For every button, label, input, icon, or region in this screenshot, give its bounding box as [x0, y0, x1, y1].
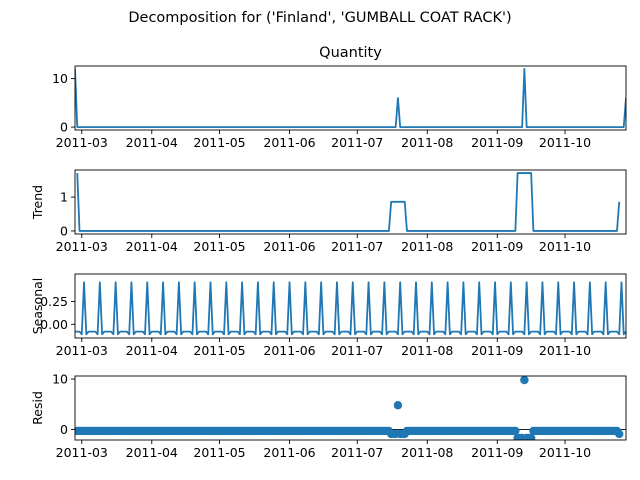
x-tick-label: 2011-07 — [331, 445, 383, 460]
panel-2: 2011-03 2011-04 2011-05 2011-06 2011-07 2011-… — [30, 169, 627, 254]
x-tick-label: 2011-03 — [56, 239, 108, 254]
x-tick-label: 2011-03 — [56, 343, 108, 358]
x-tick-label: 2011-10 — [539, 239, 591, 254]
panel-4: 2011-03 2011-04 2011-05 2011-06 2011-07 2011-… — [30, 372, 627, 460]
y-tick-label: 0 — [60, 120, 68, 135]
x-tick-label: 2011-08 — [401, 135, 453, 150]
x-tick-label: 2011-03 — [56, 445, 108, 460]
x-tick-label: 2011-04 — [126, 445, 178, 460]
y-axis-label: Trend — [30, 185, 45, 220]
x-tick-label: 2011-04 — [126, 343, 178, 358]
resid-point — [526, 433, 536, 440]
x-tick-label: 2011-10 — [539, 135, 591, 150]
panel-title: Quantity — [319, 45, 382, 61]
series-line — [75, 68, 626, 128]
x-tick-label: 2011-07 — [331, 343, 383, 358]
panel-plot-area — [76, 172, 621, 232]
series-line — [76, 172, 621, 232]
resid-point — [511, 426, 520, 436]
resid-point — [520, 376, 529, 385]
x-tick-label: 2011-06 — [263, 135, 315, 150]
panel-1: 2011-03 2011-04 2011-05 2011-06 2011-07 2011-… — [52, 45, 627, 150]
figure-suptitle: Decomposition for ('Finland', 'GUMBALL C… — [128, 10, 511, 26]
x-tick-label: 2011-09 — [471, 135, 523, 150]
panels: 2011-03 2011-04 2011-05 2011-06 2011-07 2011-… — [30, 45, 627, 460]
x-tick-label: 2011-10 — [539, 445, 591, 460]
y-tick-label: 10 — [52, 372, 68, 387]
x-tick-label: 2011-08 — [401, 343, 453, 358]
x-tick-label: 2011-09 — [471, 343, 523, 358]
x-tick-label: 2011-04 — [126, 135, 178, 150]
resid-point — [615, 429, 624, 439]
y-tick-label: 10 — [52, 71, 68, 86]
x-tick-label: 2011-05 — [193, 239, 245, 254]
panel-plot-area — [75, 281, 626, 336]
panel-plot-area — [75, 376, 626, 440]
y-tick-label: 0.25 — [40, 294, 68, 309]
x-tick-label: 2011-09 — [471, 239, 523, 254]
y-tick-label: 0 — [60, 223, 68, 238]
y-axis-label: Seasonal — [30, 278, 45, 335]
x-tick-label: 2011-05 — [193, 445, 245, 460]
panel-frame — [74, 65, 627, 131]
y-tick-label: 0.00 — [40, 317, 68, 332]
x-tick-label: 2011-09 — [471, 445, 523, 460]
resid-point — [393, 401, 403, 410]
x-tick-label: 2011-08 — [401, 239, 453, 254]
x-tick-label: 2011-06 — [263, 343, 315, 358]
x-tick-label: 2011-04 — [126, 239, 178, 254]
panel-frame — [74, 273, 627, 339]
series-line — [75, 281, 626, 336]
panel-3: 2011-03 2011-04 2011-05 2011-06 2011-07 2011-… — [30, 273, 627, 358]
x-tick-label: 2011-07 — [331, 135, 383, 150]
x-tick-label: 2011-10 — [539, 343, 591, 358]
x-tick-label: 2011-03 — [56, 135, 108, 150]
y-tick-label: 1 — [60, 190, 68, 205]
panel-frame — [74, 375, 627, 441]
x-tick-label: 2011-06 — [263, 445, 315, 460]
x-tick-label: 2011-08 — [401, 445, 453, 460]
x-tick-label: 2011-07 — [331, 239, 383, 254]
x-tick-label: 2011-05 — [193, 343, 245, 358]
y-axis-label: Resid — [30, 391, 45, 425]
x-tick-label: 2011-06 — [263, 239, 315, 254]
y-tick-label: 0 — [60, 422, 68, 437]
x-tick-label: 2011-05 — [193, 135, 245, 150]
panel-plot-area — [75, 68, 626, 128]
panel-frame — [74, 169, 627, 235]
